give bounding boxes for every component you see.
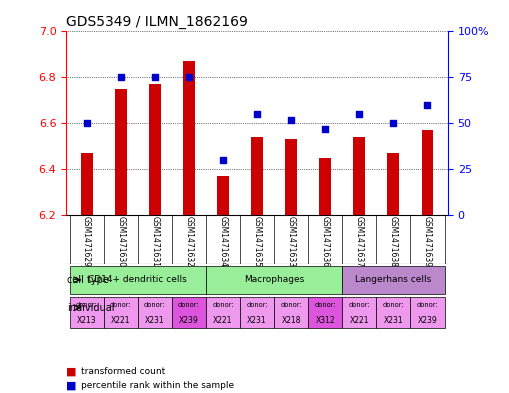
Text: percentile rank within the sample: percentile rank within the sample	[81, 382, 235, 390]
Point	[389, 120, 398, 127]
Text: X221: X221	[213, 316, 233, 325]
Text: individual: individual	[67, 303, 115, 313]
Text: X213: X213	[77, 316, 96, 325]
Text: donor:: donor:	[76, 302, 97, 308]
Text: ■: ■	[66, 381, 77, 391]
Text: GSM1471637: GSM1471637	[355, 216, 364, 267]
Text: CD14+ dendritic cells: CD14+ dendritic cells	[89, 275, 187, 285]
Text: GDS5349 / ILMN_1862169: GDS5349 / ILMN_1862169	[66, 15, 248, 29]
Bar	[342, 298, 376, 329]
Bar	[308, 298, 342, 329]
Text: X221: X221	[111, 316, 130, 325]
Bar	[70, 266, 206, 294]
Text: GSM1471630: GSM1471630	[116, 216, 125, 267]
Text: donor:: donor:	[280, 302, 302, 308]
Text: cell type: cell type	[67, 275, 109, 285]
Point	[321, 126, 329, 132]
Text: donor:: donor:	[144, 302, 165, 308]
Text: ■: ■	[66, 366, 77, 376]
Bar	[319, 158, 331, 215]
Bar	[172, 298, 206, 329]
Bar	[353, 137, 365, 215]
Text: X221: X221	[350, 316, 369, 325]
Point	[185, 74, 193, 81]
Text: GSM1471633: GSM1471633	[287, 216, 296, 267]
Bar	[251, 137, 263, 215]
Bar	[70, 298, 104, 329]
Text: GSM1471635: GSM1471635	[252, 216, 262, 267]
Text: donor:: donor:	[349, 302, 370, 308]
Point	[355, 111, 363, 117]
Text: X231: X231	[384, 316, 403, 325]
Point	[423, 102, 432, 108]
Text: X218: X218	[281, 316, 301, 325]
Text: donor:: donor:	[178, 302, 200, 308]
Text: donor:: donor:	[417, 302, 438, 308]
Bar	[115, 89, 127, 215]
Bar	[149, 84, 161, 215]
Bar	[217, 176, 229, 215]
Bar	[376, 298, 410, 329]
Bar	[138, 298, 172, 329]
Bar	[206, 266, 342, 294]
Text: GSM1471632: GSM1471632	[184, 216, 193, 267]
Text: donor:: donor:	[315, 302, 336, 308]
Text: X231: X231	[247, 316, 267, 325]
Bar	[421, 130, 434, 215]
Text: donor:: donor:	[383, 302, 404, 308]
Bar	[104, 298, 138, 329]
Point	[253, 111, 261, 117]
Bar	[183, 61, 195, 215]
Text: Langerhans cells: Langerhans cells	[355, 275, 432, 285]
Text: donor:: donor:	[110, 302, 131, 308]
Bar	[285, 140, 297, 215]
Text: GSM1471638: GSM1471638	[389, 216, 398, 267]
Bar	[206, 298, 240, 329]
Text: donor:: donor:	[212, 302, 234, 308]
Bar	[80, 153, 93, 215]
Text: GSM1471634: GSM1471634	[218, 216, 228, 267]
Bar	[342, 266, 444, 294]
Text: GSM1471636: GSM1471636	[321, 216, 330, 267]
Point	[82, 120, 91, 127]
Text: X312: X312	[316, 316, 335, 325]
Point	[287, 116, 295, 123]
Text: transformed count: transformed count	[81, 367, 166, 376]
Bar	[274, 298, 308, 329]
Text: GSM1471631: GSM1471631	[150, 216, 159, 267]
Text: X231: X231	[145, 316, 164, 325]
Text: donor:: donor:	[246, 302, 268, 308]
Point	[151, 74, 159, 81]
Point	[219, 157, 227, 163]
Text: GSM1471639: GSM1471639	[423, 216, 432, 267]
Text: Macrophages: Macrophages	[244, 275, 304, 285]
Text: GSM1471629: GSM1471629	[82, 216, 91, 267]
Text: X239: X239	[179, 316, 199, 325]
Text: X239: X239	[417, 316, 437, 325]
Bar	[387, 153, 400, 215]
Bar	[240, 298, 274, 329]
Bar	[410, 298, 444, 329]
Point	[117, 74, 125, 81]
